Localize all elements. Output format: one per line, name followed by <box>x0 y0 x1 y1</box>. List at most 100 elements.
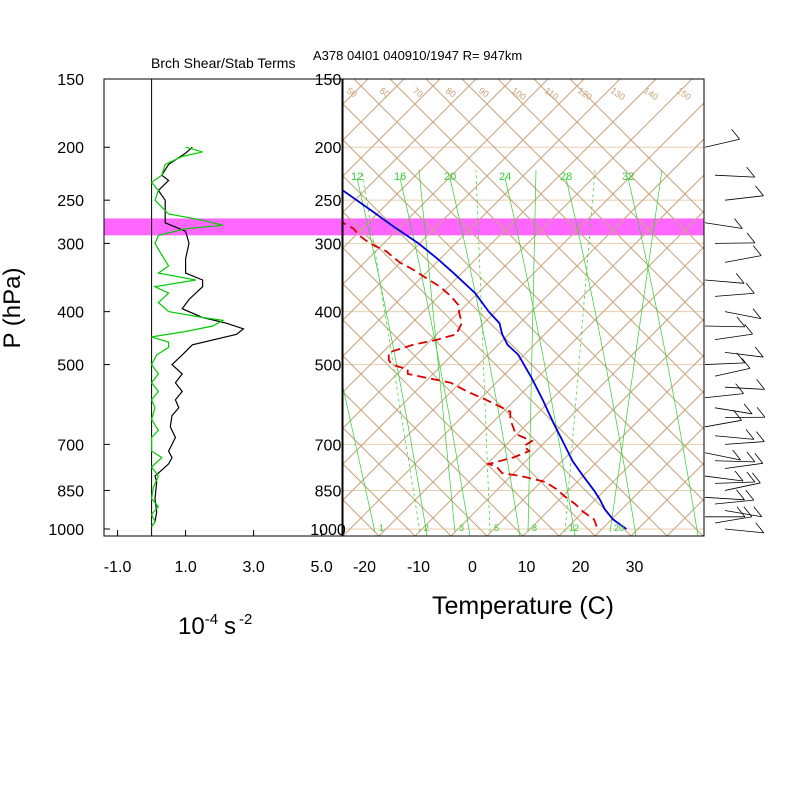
moist-adiabat-line <box>565 177 637 536</box>
skew-panel-frame <box>342 78 705 537</box>
dewpoint-line <box>343 221 598 527</box>
wind-barb-flag <box>745 283 755 294</box>
skew-x-tick-label: -20 <box>353 559 376 576</box>
left-x-tick-label: 3.0 <box>242 559 264 576</box>
wind-barb <box>714 516 752 524</box>
isotherm-line <box>343 79 693 429</box>
adiabat-line <box>343 211 668 536</box>
wind-barb <box>724 441 765 445</box>
isotherm-line <box>522 354 704 536</box>
skew-x-tick-label: 30 <box>626 559 644 576</box>
adiabat-line <box>389 79 704 394</box>
wind-barb-flag <box>736 352 746 364</box>
thermo-top-label: 60 <box>378 85 392 99</box>
wind-barb-flag <box>752 308 762 319</box>
left-x-tick-label: -1.0 <box>104 559 132 576</box>
wind-barb <box>714 333 753 340</box>
isotherm-line <box>343 79 657 393</box>
wind-barb <box>704 279 745 284</box>
wind-barb <box>714 435 755 440</box>
wind-barb <box>724 462 763 469</box>
wind-barb-flag <box>734 218 743 229</box>
adiabat-line <box>353 79 704 430</box>
mixing-ratio-line <box>475 169 491 533</box>
isobar-lines <box>343 79 704 530</box>
adiabat-line <box>343 283 596 536</box>
wind-barb-flag <box>746 232 756 244</box>
skew-y-tick-label: 500 <box>315 358 342 375</box>
thermo-top-label: 100 <box>510 85 528 102</box>
adiabat-line <box>343 175 704 536</box>
wind-barb <box>714 174 755 178</box>
wind-barb-flag <box>734 470 744 482</box>
isotherm-line <box>343 102 704 465</box>
wind-barb <box>704 475 744 482</box>
thermo-top-label: 80 <box>444 85 458 99</box>
wind-barb-flag <box>746 471 756 483</box>
thermodynamic-lines <box>0 76 704 536</box>
adiabat-line <box>343 247 632 536</box>
isotherm-line <box>378 210 704 536</box>
isotherm-line <box>450 282 704 536</box>
left-y-tick-label: 200 <box>57 140 84 157</box>
wind-barb <box>714 481 755 484</box>
adiabat-line <box>343 535 344 536</box>
wind-barb <box>704 138 740 148</box>
isotherm-line <box>486 318 704 536</box>
moist-adiabat-line <box>504 177 576 536</box>
left-x-tick-label: 1.0 <box>174 559 196 576</box>
wind-barb-flag <box>752 245 762 256</box>
moist-adiabat-line <box>399 177 471 536</box>
wind-barb-flag <box>744 323 753 335</box>
thermo-top-label: 140 <box>642 85 660 102</box>
wind-barb <box>714 292 755 297</box>
wind-barb-flag <box>741 358 751 369</box>
wind-barb <box>714 242 755 244</box>
skew-y-tick-label: 700 <box>315 437 342 454</box>
wind-barb-flag <box>754 346 764 358</box>
wind-barb-flag <box>733 410 742 421</box>
skew-x-tick-label: 0 <box>468 559 477 576</box>
left-y-tick-label: 400 <box>57 305 84 322</box>
adiabat-line <box>0 76 307 536</box>
left-y-tick-label: 150 <box>57 72 84 89</box>
moist-top-label: 24 <box>499 171 511 183</box>
wind-barb-flag <box>754 453 764 464</box>
skew-highlight-band <box>343 218 704 236</box>
left-panel-frame <box>103 78 343 537</box>
wind-barb-flag <box>736 489 745 501</box>
y-axis-label: P (hPa) <box>0 268 26 349</box>
skew-y-tick-label: 150 <box>315 72 342 89</box>
wind-barb <box>714 460 755 463</box>
isotherm-line <box>414 246 704 536</box>
wind-barb-flag <box>736 316 746 328</box>
moist-bottom-label: 2 <box>424 523 429 533</box>
adiabat-line <box>343 355 524 536</box>
profile-lines <box>343 189 627 530</box>
wind-barb <box>704 393 744 399</box>
isotherm-line <box>558 390 704 536</box>
wind-barb-flag <box>736 506 746 518</box>
wind-barb-flag <box>755 185 764 197</box>
moist-bottom-label: 8 <box>532 523 537 533</box>
wind-barb <box>704 362 745 365</box>
left-x-axis-label: 10-4 s -2 <box>178 611 252 640</box>
adiabat-line <box>343 139 704 502</box>
shear-term-line <box>151 146 245 527</box>
wind-barb-flag <box>745 429 755 440</box>
skew-x-tick-label: 10 <box>518 559 536 576</box>
adiabat-line <box>533 79 704 250</box>
wind-barb <box>714 368 751 377</box>
wind-barb <box>724 482 761 491</box>
wind-barb-flag <box>746 451 756 463</box>
wind-barb <box>724 386 765 390</box>
skew-y-tick-label: 300 <box>315 236 342 253</box>
adiabat-line <box>461 79 704 322</box>
mixing-ratio-line <box>564 169 596 533</box>
wind-barb-flag <box>753 506 763 517</box>
wind-barb-flag <box>735 273 745 284</box>
wind-barb <box>724 510 762 518</box>
skew-x-axis-label: Temperature (C) <box>432 592 614 620</box>
isotherm-line <box>343 79 549 285</box>
isotherm-line <box>343 79 513 249</box>
